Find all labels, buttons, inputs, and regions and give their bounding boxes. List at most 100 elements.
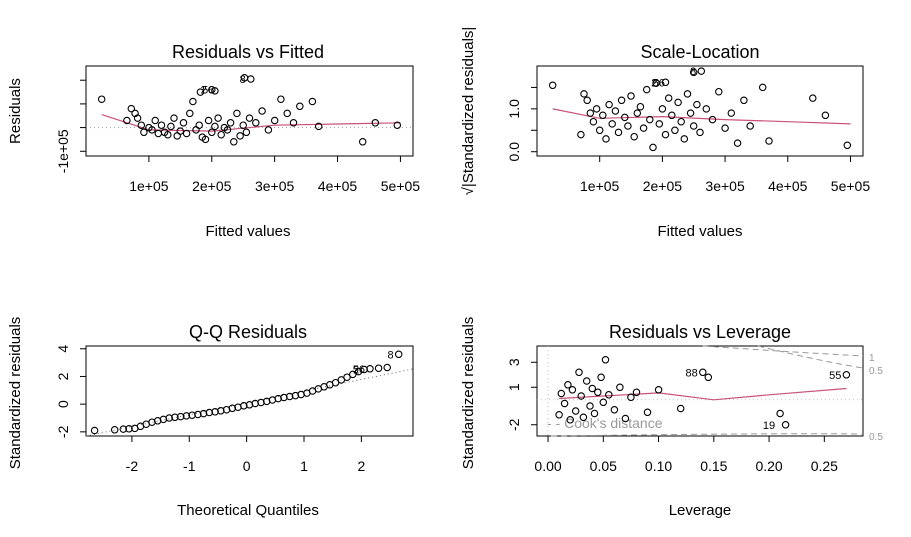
x-tick-label: 0.15 xyxy=(700,458,727,474)
x-tick-label: 1e+05 xyxy=(580,178,620,194)
data-point xyxy=(555,411,563,419)
cooks-contour-05-lower xyxy=(550,433,864,437)
data-point xyxy=(308,97,317,106)
data-point xyxy=(624,122,632,130)
y-tick-label: 4 xyxy=(55,345,71,353)
x-tick-label: 0 xyxy=(243,458,251,474)
data-point xyxy=(331,378,340,387)
y-tick-label: -2 xyxy=(506,418,522,431)
data-point xyxy=(289,119,298,127)
data-point xyxy=(296,102,304,111)
data-point xyxy=(245,114,254,122)
data-point xyxy=(686,109,695,117)
data-point xyxy=(658,105,667,113)
point-label: 8 xyxy=(240,74,246,86)
data-point xyxy=(654,386,663,394)
data-point xyxy=(595,126,604,135)
data-point xyxy=(689,122,698,130)
data-point xyxy=(182,412,191,420)
data-point xyxy=(240,402,248,410)
panel-residuals-vs-fitted: Residuals vs Fitted Fitted values Residu… xyxy=(7,42,420,240)
plot-box xyxy=(85,345,414,437)
data-point xyxy=(374,364,383,372)
data-point xyxy=(683,90,692,98)
data-point xyxy=(119,425,128,433)
data-point xyxy=(668,111,676,120)
data-point xyxy=(125,425,133,433)
data-point xyxy=(627,393,635,402)
point-label: 2 xyxy=(651,77,657,89)
x-tick-label: 2e+05 xyxy=(643,178,683,194)
plot-box xyxy=(85,65,414,157)
data-point xyxy=(223,126,232,134)
y-tick-label: -2 xyxy=(55,425,71,438)
data-point xyxy=(194,410,202,419)
data-point xyxy=(674,98,682,107)
data-point xyxy=(560,399,569,408)
point-label: 8 xyxy=(388,349,394,361)
data-point xyxy=(843,141,852,150)
data-point xyxy=(746,122,754,130)
x-tick-label: 3e+05 xyxy=(705,178,745,194)
data-point xyxy=(680,135,689,143)
data-point xyxy=(599,398,608,407)
data-point xyxy=(776,409,784,418)
data-point xyxy=(277,95,285,103)
data-point xyxy=(211,122,219,131)
y-tick-label: 2 xyxy=(55,372,71,380)
smooth-line xyxy=(552,108,851,125)
data-point xyxy=(842,371,851,379)
data-point xyxy=(643,408,652,417)
data-point xyxy=(689,68,698,77)
data-point xyxy=(208,128,216,137)
data-point xyxy=(599,111,607,120)
data-point xyxy=(270,116,279,125)
data-point xyxy=(610,406,619,414)
data-point xyxy=(349,370,357,379)
data-point xyxy=(571,407,580,415)
data-point xyxy=(601,356,610,364)
data-point xyxy=(110,426,119,434)
data-point xyxy=(586,109,595,117)
data-point xyxy=(195,121,203,129)
panel-scale-location: Scale-Location Fitted values √|Standardi… xyxy=(460,27,870,240)
data-point xyxy=(577,130,585,139)
point-label: 56 xyxy=(202,85,214,97)
data-point xyxy=(568,386,577,394)
data-point xyxy=(371,119,380,127)
cooks-contour-level: 1 xyxy=(869,353,875,364)
x-tick-label: 4e+05 xyxy=(318,178,358,194)
data-point xyxy=(661,130,670,139)
data-point xyxy=(285,392,294,401)
x-tick-label: -2 xyxy=(126,458,139,474)
data-point xyxy=(211,87,219,95)
x-tick-label: 4e+05 xyxy=(768,178,808,194)
point-label: 56 xyxy=(653,77,665,89)
data-point xyxy=(702,105,711,113)
data-point xyxy=(240,74,249,82)
data-point xyxy=(693,100,701,109)
data-point xyxy=(646,115,654,124)
data-point xyxy=(182,129,191,138)
data-point xyxy=(186,109,194,118)
data-point xyxy=(211,408,219,416)
data-point xyxy=(239,121,247,129)
x-tick-label: 2e+05 xyxy=(192,178,232,194)
data-point xyxy=(765,137,773,145)
plot-box xyxy=(536,345,864,437)
smooth-line xyxy=(101,114,401,132)
data-point xyxy=(189,97,197,106)
x-tick-label: 0.00 xyxy=(534,458,561,474)
x-axis-label: Fitted values xyxy=(205,223,290,240)
x-axis-label: Fitted values xyxy=(657,223,742,240)
data-point xyxy=(123,116,131,125)
x-tick-label: 0.25 xyxy=(811,458,838,474)
data-point xyxy=(621,414,630,423)
data-point xyxy=(283,109,291,118)
data-point xyxy=(154,129,163,138)
y-tick-label: 0 xyxy=(55,400,71,408)
y-tick-label: -1e+05 xyxy=(55,129,71,173)
data-point xyxy=(708,115,717,124)
y-axis-label: Residuals xyxy=(7,78,24,144)
data-point xyxy=(633,109,642,117)
